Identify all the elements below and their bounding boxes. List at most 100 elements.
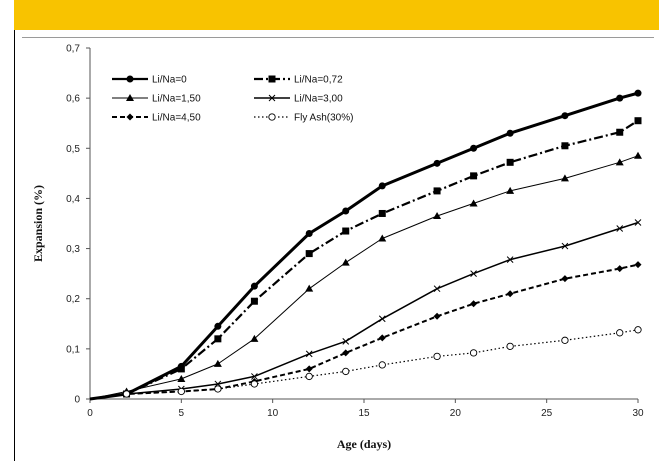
legend-label: Li/Na=3,00 [294, 94, 343, 105]
y-tick-label: 0,1 [66, 344, 80, 355]
header-banner [14, 0, 659, 30]
series-1 [89, 117, 642, 401]
x-tick-label: 30 [632, 408, 644, 419]
data-point [342, 207, 350, 215]
axes: 0 5 10 15 20 25 30 0 0,1 0,2 0,3 0,4 0,5 0,6 0,7 [66, 44, 644, 420]
data-point [561, 112, 569, 120]
legend-item: Li/Na=0 [112, 75, 187, 86]
series-line [89, 263, 639, 400]
data-point [470, 300, 478, 308]
data-point [506, 256, 514, 263]
x-tick-label: 25 [541, 408, 553, 419]
series-layer [89, 89, 642, 401]
legend-item: Li/Na=3,00 [254, 94, 343, 105]
data-point [214, 322, 222, 330]
data-point [616, 94, 624, 102]
series-line [89, 329, 639, 400]
data-point [213, 359, 222, 367]
y-tick-label: 0,2 [66, 294, 80, 305]
data-point [561, 242, 569, 250]
data-point [122, 390, 131, 398]
data-point [177, 387, 185, 396]
data-point [214, 335, 222, 343]
data-point [177, 365, 185, 373]
data-point [634, 219, 642, 226]
data-point [634, 89, 642, 97]
data-point [378, 234, 387, 242]
y-tick-label: 0,6 [66, 94, 80, 105]
data-point [433, 159, 441, 167]
legend-item: Li/Na=1,50 [112, 94, 201, 105]
data-point [378, 361, 386, 369]
data-point [616, 225, 624, 232]
legend-label: Li/Na=0 [152, 75, 187, 86]
series-0 [89, 89, 642, 401]
data-point [342, 227, 350, 235]
x-tick-label: 10 [267, 408, 279, 419]
legend-item: Fly Ash(30%) [254, 113, 353, 124]
data-point [341, 258, 350, 266]
x-tick-label: 15 [358, 408, 370, 419]
data-point [506, 342, 514, 350]
data-point [561, 275, 569, 283]
data-point [305, 250, 313, 258]
data-point [469, 349, 478, 357]
legend: Li/Na=0 Li/Na=0,72 Li/Na=1,50 Li/Na=3,00 Li/… [112, 75, 353, 124]
data-point [506, 290, 514, 298]
series-line [89, 155, 639, 400]
data-point [342, 367, 350, 376]
series-line [89, 221, 639, 400]
data-point [634, 261, 642, 269]
data-point [305, 365, 313, 373]
data-point [305, 350, 313, 358]
data-point [616, 329, 624, 337]
series-line [89, 91, 639, 401]
data-point [634, 117, 642, 125]
x-tick-label: 5 [179, 408, 185, 419]
x-axis-label: Age (days) [337, 437, 391, 451]
data-point [305, 284, 314, 292]
data-point [250, 297, 258, 305]
data-point [378, 315, 386, 323]
series-line [89, 119, 639, 401]
chart-area [22, 37, 654, 455]
legend-label: Li/Na=4,50 [152, 113, 201, 124]
y-tick-label: 0,4 [66, 194, 80, 205]
legend-item: Li/Na=0,72 [254, 75, 343, 86]
data-point [305, 372, 313, 381]
y-tick-label: 0,5 [66, 144, 80, 155]
data-point [616, 265, 624, 273]
data-point [342, 349, 350, 357]
x-tick-label: 0 [87, 408, 93, 419]
data-point [378, 182, 386, 190]
series-4 [89, 261, 642, 400]
data-point [433, 187, 441, 195]
data-point [634, 151, 642, 159]
x-tick-label: 20 [450, 408, 462, 419]
data-point [506, 158, 514, 166]
data-point [268, 113, 276, 121]
series-5 [89, 326, 642, 400]
data-point [342, 337, 350, 345]
data-point [305, 230, 313, 238]
data-point [433, 285, 441, 293]
data-point [250, 282, 258, 290]
data-point [470, 172, 478, 180]
data-point [268, 75, 276, 83]
y-tick-label: 0 [74, 395, 80, 406]
data-point [433, 312, 441, 320]
data-point [433, 352, 441, 361]
frame-border [14, 30, 15, 461]
data-point [561, 142, 569, 150]
series-2 [89, 151, 642, 400]
y-axis-label: Expansion (%) [31, 185, 45, 262]
data-point [615, 158, 624, 166]
data-point [126, 75, 134, 83]
legend-label: Fly Ash(30%) [294, 113, 353, 124]
data-point [634, 326, 642, 334]
data-point [378, 334, 386, 342]
data-point [268, 94, 276, 102]
legend-item: Li/Na=4,50 [112, 113, 201, 124]
data-point [470, 270, 477, 277]
legend-label: Li/Na=1,50 [152, 94, 201, 105]
